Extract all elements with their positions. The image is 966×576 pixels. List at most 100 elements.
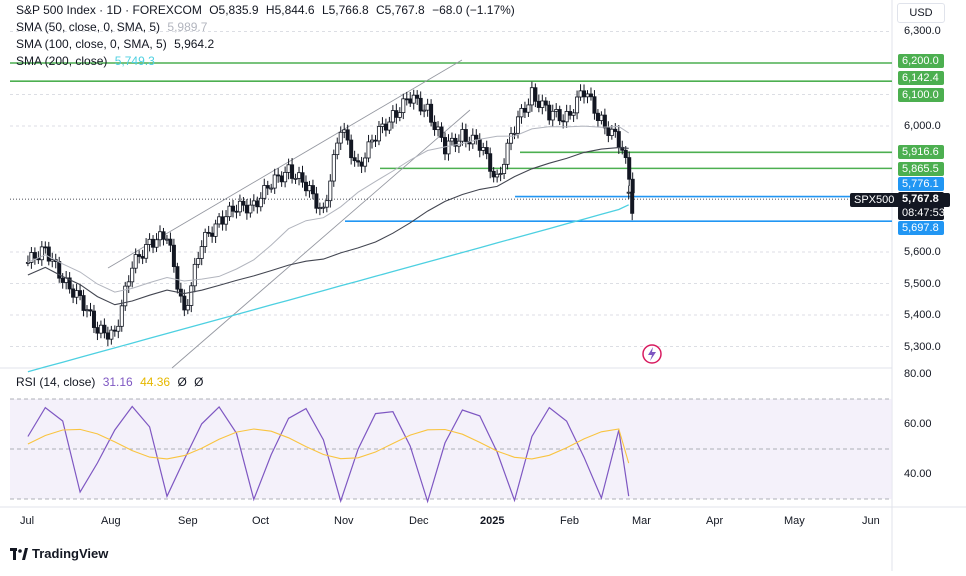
- candle-body: [602, 114, 607, 129]
- candle-body: [279, 175, 284, 183]
- candle-body: [39, 246, 44, 261]
- sma200-legend[interactable]: SMA (200, close) 5,749.3: [16, 53, 159, 70]
- time-tick: Aug: [101, 515, 121, 527]
- candle-body: [303, 181, 308, 192]
- candle-body: [151, 238, 156, 248]
- candle-body: [599, 114, 604, 121]
- candle-body: [415, 94, 420, 99]
- sma100-legend[interactable]: SMA (100, close, 0, SMA, 5) 5,964.2: [16, 36, 218, 53]
- candle-body: [293, 177, 298, 180]
- time-tick: Dec: [409, 515, 429, 527]
- candle-body: [331, 154, 336, 182]
- change-value: −68.0 (−1.17%): [432, 3, 515, 17]
- candle-body: [529, 87, 534, 106]
- candle-body: [234, 210, 239, 213]
- price-tick: 6,000.0: [904, 120, 941, 132]
- candle-body: [380, 123, 385, 127]
- candle-body: [540, 100, 545, 108]
- candle-body: [297, 172, 302, 179]
- candle-body: [91, 310, 96, 328]
- level-tag-5776: 5,776.1: [898, 177, 944, 191]
- candle-body: [328, 180, 333, 202]
- last-price-tag: 5,767.8: [898, 192, 944, 206]
- candle-body: [352, 157, 357, 162]
- candle-body: [418, 97, 423, 112]
- candle-body: [585, 93, 590, 98]
- candle-body: [307, 185, 312, 192]
- candle-body: [606, 127, 611, 136]
- candle-body: [463, 129, 468, 142]
- candle-body: [439, 126, 444, 138]
- sma200-label: SMA (200, close): [16, 54, 108, 68]
- price-tick: 5,600.0: [904, 246, 941, 258]
- currency-button[interactable]: USD: [897, 3, 945, 23]
- candle-body: [60, 277, 65, 283]
- sma100-value: 5,964.2: [174, 37, 215, 51]
- candle-body: [154, 239, 159, 248]
- candle-body: [495, 173, 500, 178]
- rsi-extra-1: Ø: [177, 375, 187, 389]
- rsi-ma-line: [27, 428, 630, 464]
- candle-body: [71, 288, 76, 298]
- rsi-tick: 40.00: [904, 468, 932, 480]
- tradingview-watermark[interactable]: TradingView: [10, 546, 108, 561]
- sma50-legend[interactable]: SMA (50, close, 0, SMA, 5) 5,989.7: [16, 19, 211, 36]
- candle-body: [98, 324, 103, 334]
- candle-body: [616, 131, 621, 148]
- candle-body: [175, 266, 180, 290]
- candle-body: [519, 107, 524, 118]
- candle-body: [460, 129, 465, 142]
- candle-body: [164, 238, 169, 241]
- candle-body: [283, 171, 288, 183]
- time-tick: Jun: [862, 515, 880, 527]
- sma200-value: 5,749.3: [114, 54, 155, 68]
- candle-body: [324, 200, 329, 208]
- candle-body: [220, 216, 225, 225]
- candle-body: [533, 87, 538, 102]
- candle-body: [470, 134, 475, 145]
- rsi-legend[interactable]: RSI (14, close) 31.16 44.36 Ø Ø: [16, 374, 207, 391]
- candle-body: [429, 103, 434, 123]
- candle-body: [137, 254, 142, 257]
- candle-body: [509, 133, 514, 144]
- candle-body: [411, 94, 416, 104]
- candle-body: [394, 110, 399, 118]
- candle-body: [147, 238, 152, 245]
- candle-body: [571, 112, 576, 116]
- price-tick: 5,500.0: [904, 278, 941, 290]
- candle-body: [522, 107, 527, 113]
- candle-body: [168, 238, 173, 246]
- candle-body: [442, 137, 447, 155]
- time-tick: Jul: [20, 515, 35, 527]
- rsi-line: [27, 405, 630, 504]
- time-tick: Nov: [334, 515, 354, 527]
- candle-body: [366, 141, 371, 159]
- countdown-tag: 08:47:53: [898, 206, 945, 220]
- candle-body: [359, 161, 364, 167]
- candle-body: [436, 126, 441, 131]
- candle-body: [269, 187, 274, 190]
- candle-body: [477, 138, 482, 151]
- candle-body: [46, 246, 51, 262]
- candle-body: [370, 139, 375, 143]
- low-value: L5,766.8: [321, 3, 369, 17]
- candle-body: [262, 185, 267, 199]
- candle-body: [627, 157, 632, 180]
- rsi-tick: 60.00: [904, 418, 932, 430]
- candle-body: [623, 149, 628, 158]
- candle-body: [276, 174, 281, 177]
- symbol-line[interactable]: S&P 500 Index · 1D · FOREXCOM: [16, 3, 202, 17]
- candle-body: [609, 128, 614, 136]
- candle-body: [244, 204, 249, 214]
- rsi-extra-2: Ø: [194, 375, 204, 389]
- time-tick: Oct: [252, 515, 270, 527]
- candle-body: [265, 185, 270, 189]
- candle-body: [575, 96, 580, 114]
- candle-body: [171, 244, 176, 268]
- candle-body: [119, 305, 124, 327]
- candle-body: [390, 110, 395, 123]
- candle-body: [564, 111, 569, 123]
- candle-body: [515, 116, 520, 134]
